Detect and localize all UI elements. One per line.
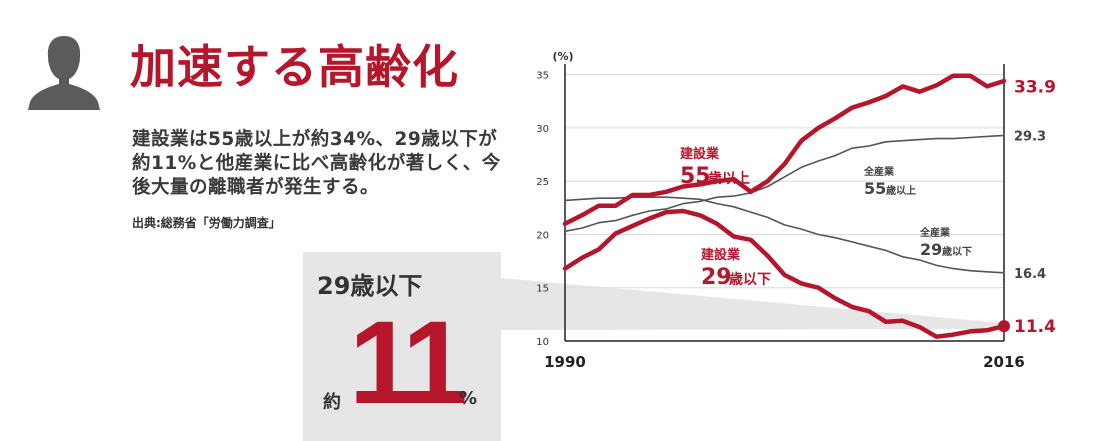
series-label-title: 全産業	[863, 165, 895, 178]
x-tick-label: 1990	[544, 353, 586, 371]
series-label-number: 29	[701, 265, 732, 290]
y-tick-label: 25	[536, 177, 549, 188]
callout-prefix: 約	[323, 392, 341, 413]
series-label-title: 建設業	[680, 146, 720, 162]
series-line-construction-29	[562, 208, 1007, 339]
end-value-label: 33.9	[1014, 77, 1056, 97]
end-value-label: 29.3	[1014, 129, 1046, 144]
series-label-number: 29	[920, 240, 942, 259]
callout-unit: %	[459, 388, 478, 409]
callout-title: 29歳以下	[317, 272, 423, 300]
callout-box: 29歳以下 11 約 %	[303, 252, 501, 441]
page-title: 加速する高齢化	[130, 40, 459, 94]
series-line-construction-55	[562, 73, 1007, 227]
series-label-suffix: 歳以下	[729, 271, 771, 288]
series-label-title: 建設業	[701, 247, 741, 263]
series-label-title: 全産業	[919, 226, 951, 239]
y-tick-label: 15	[536, 284, 549, 295]
source-note: 出典:総務省「労働力調査」	[132, 216, 281, 230]
series-label-suffix: 歳以上	[708, 170, 750, 187]
y-tick-label: 20	[536, 230, 549, 241]
series-line-all-55	[564, 134, 1005, 233]
x-tick-label: 2016	[983, 353, 1025, 371]
y-tick-label: 35	[536, 71, 549, 82]
end-point-marker	[998, 320, 1010, 333]
y-tick-label: 10	[536, 337, 549, 348]
y-axis-label: (%)	[552, 50, 573, 63]
description-text: 建設業は55歳以上が約34%、29歳以下が約11%と他産業に比べ高齢化が著しく、…	[132, 129, 501, 198]
person-silhouette-icon	[28, 36, 100, 110]
series-label-suffix: 歳以下	[942, 245, 972, 258]
series-label-suffix: 歳以上	[886, 184, 916, 197]
series-label-number: 55	[680, 164, 711, 189]
end-value-label: 16.4	[1014, 267, 1046, 282]
series-label-number: 55	[864, 179, 886, 198]
y-tick-label: 30	[536, 124, 549, 135]
callout-value: 11	[349, 297, 468, 429]
end-value-label: 11.4	[1014, 317, 1056, 337]
